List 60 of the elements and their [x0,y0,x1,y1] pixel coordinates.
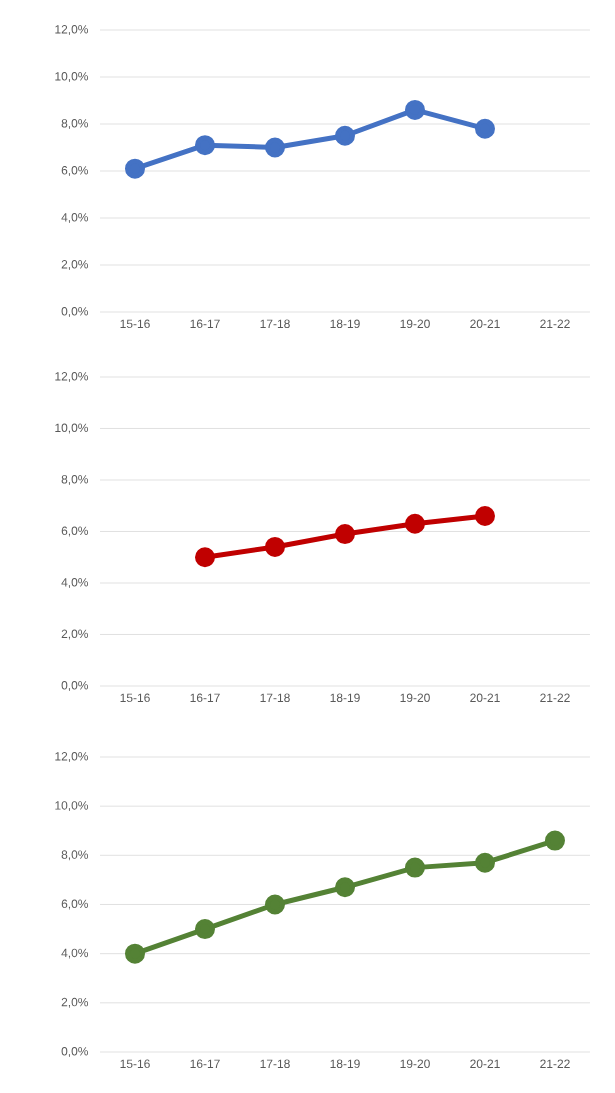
x-tick-label: 20-21 [470,319,500,329]
point [335,125,355,146]
y-tick-label: 10,0% [55,423,89,434]
y-tick-label: 2,0% [61,997,89,1008]
x-tick-label: 21-22 [540,1059,570,1068]
x-tick-label: 21-22 [540,693,570,702]
x-tick-label: 16-17 [190,693,220,703]
y-tick-label: 4,0% [61,213,89,223]
point [404,513,425,534]
point [265,137,285,158]
point [195,919,215,940]
point [404,99,425,120]
x-tick-label: 15-16 [120,1059,150,1069]
x-tick-label: 18-19 [330,1059,360,1069]
point [474,506,495,527]
y-tick-label: 0,0% [61,681,89,691]
point [125,943,145,964]
point [404,857,425,878]
point [335,877,355,898]
x-tick-label: 18-19 [330,319,360,329]
y-tick-label: 8,0% [61,119,89,129]
y-tick-label: 0,0% [61,1047,89,1057]
point [195,135,215,156]
y-tick-label: 2,0% [61,629,89,640]
y-tick-label: 12,0% [55,752,89,762]
y-tick-label: 4,0% [61,948,89,959]
point [474,118,495,139]
y-tick-label: 6,0% [61,899,89,910]
point [544,830,565,851]
x-tick-label: 16-17 [190,1059,220,1069]
point [195,547,215,568]
point [265,894,285,915]
y-tick-label: 4,0% [61,578,89,588]
point [265,536,285,557]
point [125,158,145,179]
point [474,852,495,873]
y-tick-label: 8,0% [61,850,89,861]
x-tick-label: 15-16 [120,693,150,703]
x-tick-label: 20-21 [470,693,500,703]
y-tick-label: 12,0% [55,25,89,35]
y-tick-label: 10,0% [55,801,89,812]
x-tick-label: 19-20 [400,1059,430,1069]
x-tick-label: 17-18 [260,319,290,329]
x-tick-label: 15-16 [120,319,150,329]
x-tick-label: 17-18 [260,1059,290,1069]
x-tick-label: 19-20 [400,693,430,703]
x-tick-label: 18-19 [330,693,360,703]
y-tick-label: 2,0% [61,260,89,270]
y-tick-label: 10,0% [55,72,89,82]
y-tick-label: 12,0% [55,372,89,382]
x-tick-label: 19-20 [400,319,430,329]
y-tick-label: 6,0% [61,166,89,176]
y-tick-label: 0,0% [61,307,89,317]
x-tick-label: 17-18 [260,693,290,703]
y-tick-label: 6,0% [61,526,89,537]
point [335,524,355,545]
x-tick-label: 20-21 [470,1059,500,1069]
y-tick-label: 8,0% [61,475,89,485]
x-tick-label: 21-22 [540,319,570,328]
x-tick-label: 16-17 [190,319,220,329]
